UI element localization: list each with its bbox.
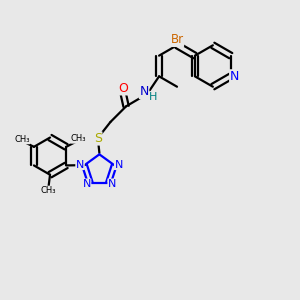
Text: N: N [76,160,84,170]
Text: Br: Br [170,33,184,46]
Text: N: N [230,70,239,83]
Text: N: N [108,179,116,189]
Text: CH₃: CH₃ [71,134,86,143]
Text: N: N [140,85,149,98]
Text: CH₃: CH₃ [41,186,56,195]
Text: CH₃: CH₃ [14,135,30,144]
Text: H: H [149,92,157,102]
Text: N: N [82,179,91,189]
Text: O: O [118,82,128,95]
Text: S: S [94,132,102,145]
Text: N: N [115,160,123,170]
